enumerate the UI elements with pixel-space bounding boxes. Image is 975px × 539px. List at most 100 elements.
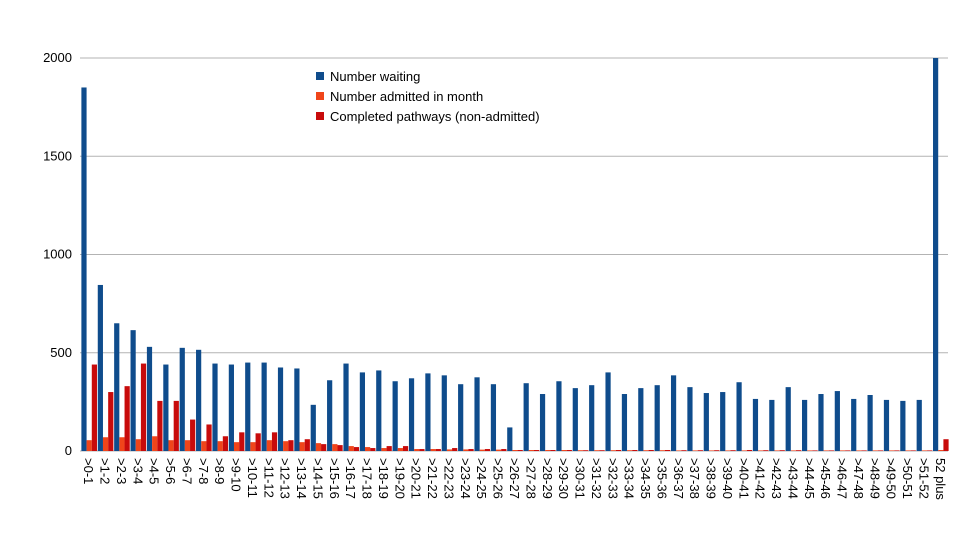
x-tick-label: >10-11 bbox=[245, 458, 260, 498]
x-tick-label: >23-24 bbox=[458, 458, 473, 499]
x-tick-label: >0-1 bbox=[81, 458, 96, 484]
bar-admitted bbox=[708, 450, 715, 451]
bar-admitted bbox=[594, 450, 600, 451]
bar-completed bbox=[550, 450, 556, 451]
bar-admitted bbox=[365, 447, 371, 451]
bar-completed bbox=[91, 364, 97, 451]
bar-completed bbox=[288, 440, 294, 451]
legend-label: Number waiting bbox=[330, 69, 420, 84]
bar-waiting bbox=[130, 330, 136, 451]
bar-waiting bbox=[867, 394, 873, 451]
x-tick-label: >35-36 bbox=[654, 458, 669, 499]
bar-completed bbox=[124, 386, 130, 451]
x-tick-label: >8-9 bbox=[212, 458, 227, 484]
bar-admitted bbox=[512, 450, 518, 451]
bar-waiting bbox=[146, 346, 153, 451]
bar-admitted bbox=[889, 450, 895, 451]
bar-waiting bbox=[801, 399, 808, 451]
x-tick-label: >48-49 bbox=[867, 458, 882, 499]
y-tick-label: 1500 bbox=[43, 148, 72, 163]
bar-waiting bbox=[589, 385, 595, 451]
bar-waiting bbox=[81, 87, 87, 451]
bar-admitted bbox=[414, 449, 420, 451]
x-tick-label: >40-41 bbox=[736, 458, 751, 499]
bar-waiting bbox=[638, 388, 644, 451]
bar-waiting bbox=[458, 384, 464, 451]
bar-waiting bbox=[97, 284, 103, 451]
x-axis-ticks: >0-1 >1-2 >2-3 >3-4 >4-5 >5-6 >6-7 >7-8 >8-9 >9-1… bbox=[81, 458, 948, 500]
bar-waiting bbox=[539, 394, 546, 451]
x-tick-label: >16-17 bbox=[343, 458, 358, 499]
bar-waiting bbox=[572, 388, 578, 451]
bar-admitted bbox=[201, 441, 207, 451]
bar-waiting bbox=[556, 381, 562, 451]
bar-waiting bbox=[376, 370, 382, 451]
bar-completed bbox=[321, 444, 327, 451]
bar-admitted bbox=[102, 437, 109, 451]
x-tick-label: 52 plus bbox=[933, 458, 948, 500]
bar-waiting bbox=[310, 404, 316, 451]
x-tick-label: >2-3 bbox=[114, 458, 129, 484]
x-tick-label: >28-29 bbox=[540, 458, 555, 499]
bar-admitted bbox=[233, 442, 240, 451]
bar-admitted bbox=[627, 450, 633, 451]
bar-completed bbox=[452, 448, 458, 451]
bar-admitted bbox=[299, 442, 305, 451]
bar-completed bbox=[943, 439, 949, 451]
x-tick-label: >13-14 bbox=[294, 458, 309, 499]
bar-completed bbox=[484, 449, 491, 451]
bar-waiting bbox=[769, 399, 775, 451]
bar-completed bbox=[517, 450, 523, 451]
bar-completed bbox=[894, 450, 900, 451]
bar-completed bbox=[877, 450, 884, 451]
x-tick-label: >32-33 bbox=[605, 458, 620, 499]
bar-waiting bbox=[212, 363, 218, 451]
legend-swatch bbox=[316, 112, 324, 120]
legend-swatch bbox=[316, 72, 324, 80]
y-tick-label: 500 bbox=[50, 345, 72, 360]
bar-admitted bbox=[872, 450, 878, 451]
bar-completed bbox=[746, 450, 753, 451]
legend-label: Number admitted in month bbox=[330, 89, 483, 104]
x-tick-label: >20-21 bbox=[409, 458, 424, 499]
bar-completed bbox=[599, 450, 605, 451]
x-tick-label: >30-31 bbox=[573, 458, 588, 499]
bar-waiting bbox=[196, 349, 202, 451]
bar-waiting bbox=[818, 394, 824, 451]
bar-waiting bbox=[490, 384, 497, 451]
bar-waiting bbox=[703, 393, 709, 451]
x-tick-label: >46-47 bbox=[835, 458, 850, 499]
bar-completed bbox=[206, 424, 212, 451]
x-tick-label: >12-13 bbox=[278, 458, 293, 499]
bar-completed bbox=[271, 432, 278, 451]
bar-waiting bbox=[621, 394, 628, 451]
x-tick-label: >25-26 bbox=[491, 458, 506, 499]
bar-waiting bbox=[785, 387, 791, 451]
x-tick-label: >27-28 bbox=[523, 458, 538, 499]
legend: Number waiting Number admitted in month Co… bbox=[316, 69, 540, 124]
x-tick-label: >37-38 bbox=[687, 458, 702, 499]
x-tick-label: >51-52 bbox=[916, 458, 931, 499]
bar-completed bbox=[501, 449, 507, 451]
bar-waiting bbox=[343, 363, 349, 451]
x-tick-label: >18-19 bbox=[376, 458, 391, 499]
bar-completed bbox=[681, 450, 687, 451]
legend-swatch bbox=[316, 92, 324, 100]
bar-completed bbox=[533, 450, 540, 451]
y-tick-label: 0 bbox=[65, 443, 72, 458]
x-tick-label: >31-32 bbox=[589, 458, 604, 499]
x-tick-label: >22-23 bbox=[441, 458, 456, 499]
bar-waiting bbox=[916, 399, 922, 451]
bar-completed bbox=[173, 400, 179, 451]
bar-admitted bbox=[839, 450, 846, 451]
x-tick-label: >33-34 bbox=[622, 458, 637, 499]
bar-waiting bbox=[851, 398, 857, 451]
bar-waiting bbox=[687, 387, 693, 451]
bar-admitted bbox=[496, 449, 502, 451]
x-tick-label: >42-43 bbox=[769, 458, 784, 499]
bar-admitted bbox=[610, 450, 616, 451]
bar-completed bbox=[828, 450, 834, 451]
bar-waiting bbox=[523, 383, 529, 451]
legend-label: Completed pathways (non-admitted) bbox=[330, 109, 540, 124]
bar-admitted bbox=[266, 440, 272, 451]
